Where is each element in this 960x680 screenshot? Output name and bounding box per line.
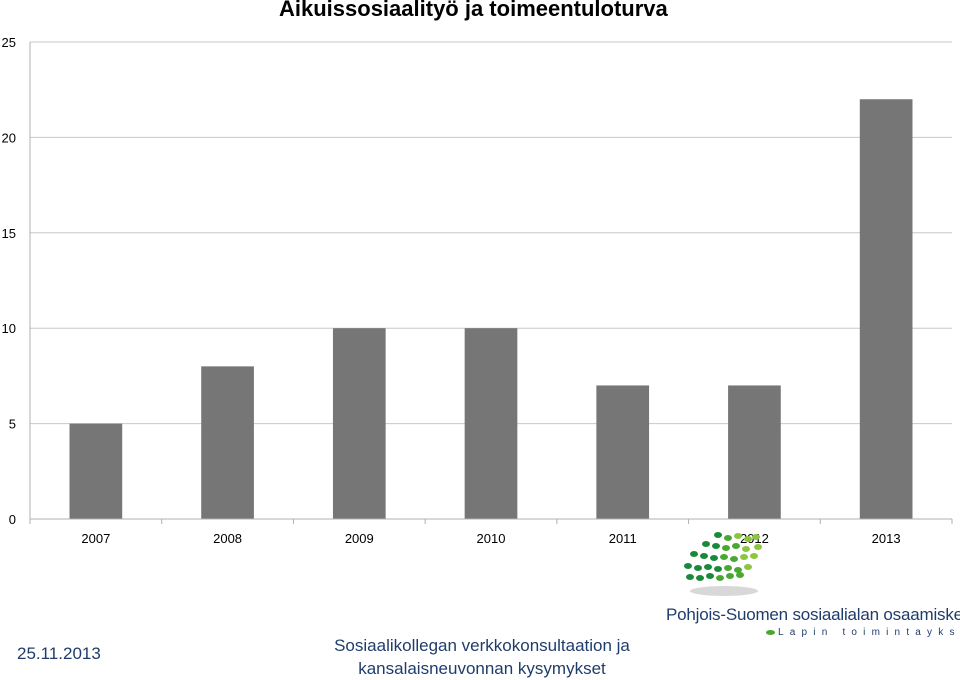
logo-leaf-icon [766,630,775,635]
x-tick-label: 2008 [213,531,242,546]
x-tick-label: 2011 [609,531,637,546]
logo-dot [694,565,702,571]
logo-dot [750,553,758,559]
logo-name: Pohjois-Suomen sosiaalialan osaamiskesku… [666,605,960,624]
logo-dot [736,572,744,578]
y-tick-label: 20 [2,130,16,145]
y-tick-label: 25 [2,35,16,50]
logo-subtitle: Lapin toimintayksikkö [778,627,960,638]
logo-dot [684,563,692,569]
logo-dot [714,532,722,538]
x-tick-label: 2009 [345,531,374,546]
logo-dot [740,554,748,560]
logo-dot [704,564,712,570]
axes [29,42,953,524]
logo-dot [730,556,738,562]
logo-dot [744,536,752,542]
logo-dots-icon [684,532,762,596]
logo-dot [726,573,734,579]
logo-dot [700,553,708,559]
bar-2009 [332,328,386,519]
x-tick-label: 2010 [477,531,506,546]
y-tick-label: 5 [9,417,16,432]
bar-2012 [728,385,781,519]
logo-dot [714,566,722,572]
logo-dot [690,551,698,557]
logo-dot [702,541,710,547]
logo-dot [752,534,760,540]
logo-dot [754,544,762,550]
logo-dot [686,574,694,580]
logo-dot [722,545,730,551]
bar-2007 [69,423,123,519]
logo-dot [734,533,742,539]
footer-date: 25.11.2013 [17,644,101,663]
bar-2008 [201,366,254,519]
bars [69,99,913,520]
bar-2011 [596,385,650,519]
x-tick-label: 2007 [81,531,110,546]
x-tick-label: 2013 [872,531,901,546]
logo-dot [716,575,724,581]
y-tick-label: 10 [2,321,16,336]
logo-dot [742,546,750,552]
bar-chart: 05101520252007200820092010201120122013 [2,35,953,546]
footer-caption: Sosiaalikollegan verkkokonsultaation ja … [332,634,632,680]
logo-dot [710,555,718,561]
chart-title: Aikuissosiaalityö ja toimeentuloturva [279,0,668,21]
footer-caption-line1: Sosiaalikollegan verkkokonsultaation ja [334,636,630,655]
logo-dot [744,564,752,570]
tick-labels: 05101520252007200820092010201120122013 [2,35,901,546]
footer-caption-line2: kansalaisneuvonnan kysymykset [358,659,606,678]
y-tick-label: 0 [9,512,16,527]
logo-dot [732,543,740,549]
logo-dot [706,573,714,579]
logo-dot [720,554,728,560]
bar-2010 [464,328,518,519]
logo-dot [712,543,720,549]
logo-dot [724,535,732,541]
bar-2013 [859,99,913,520]
logo-dot [734,567,742,573]
logo-dot [696,575,704,581]
y-tick-label: 15 [2,226,16,241]
logo-dot [724,565,732,571]
